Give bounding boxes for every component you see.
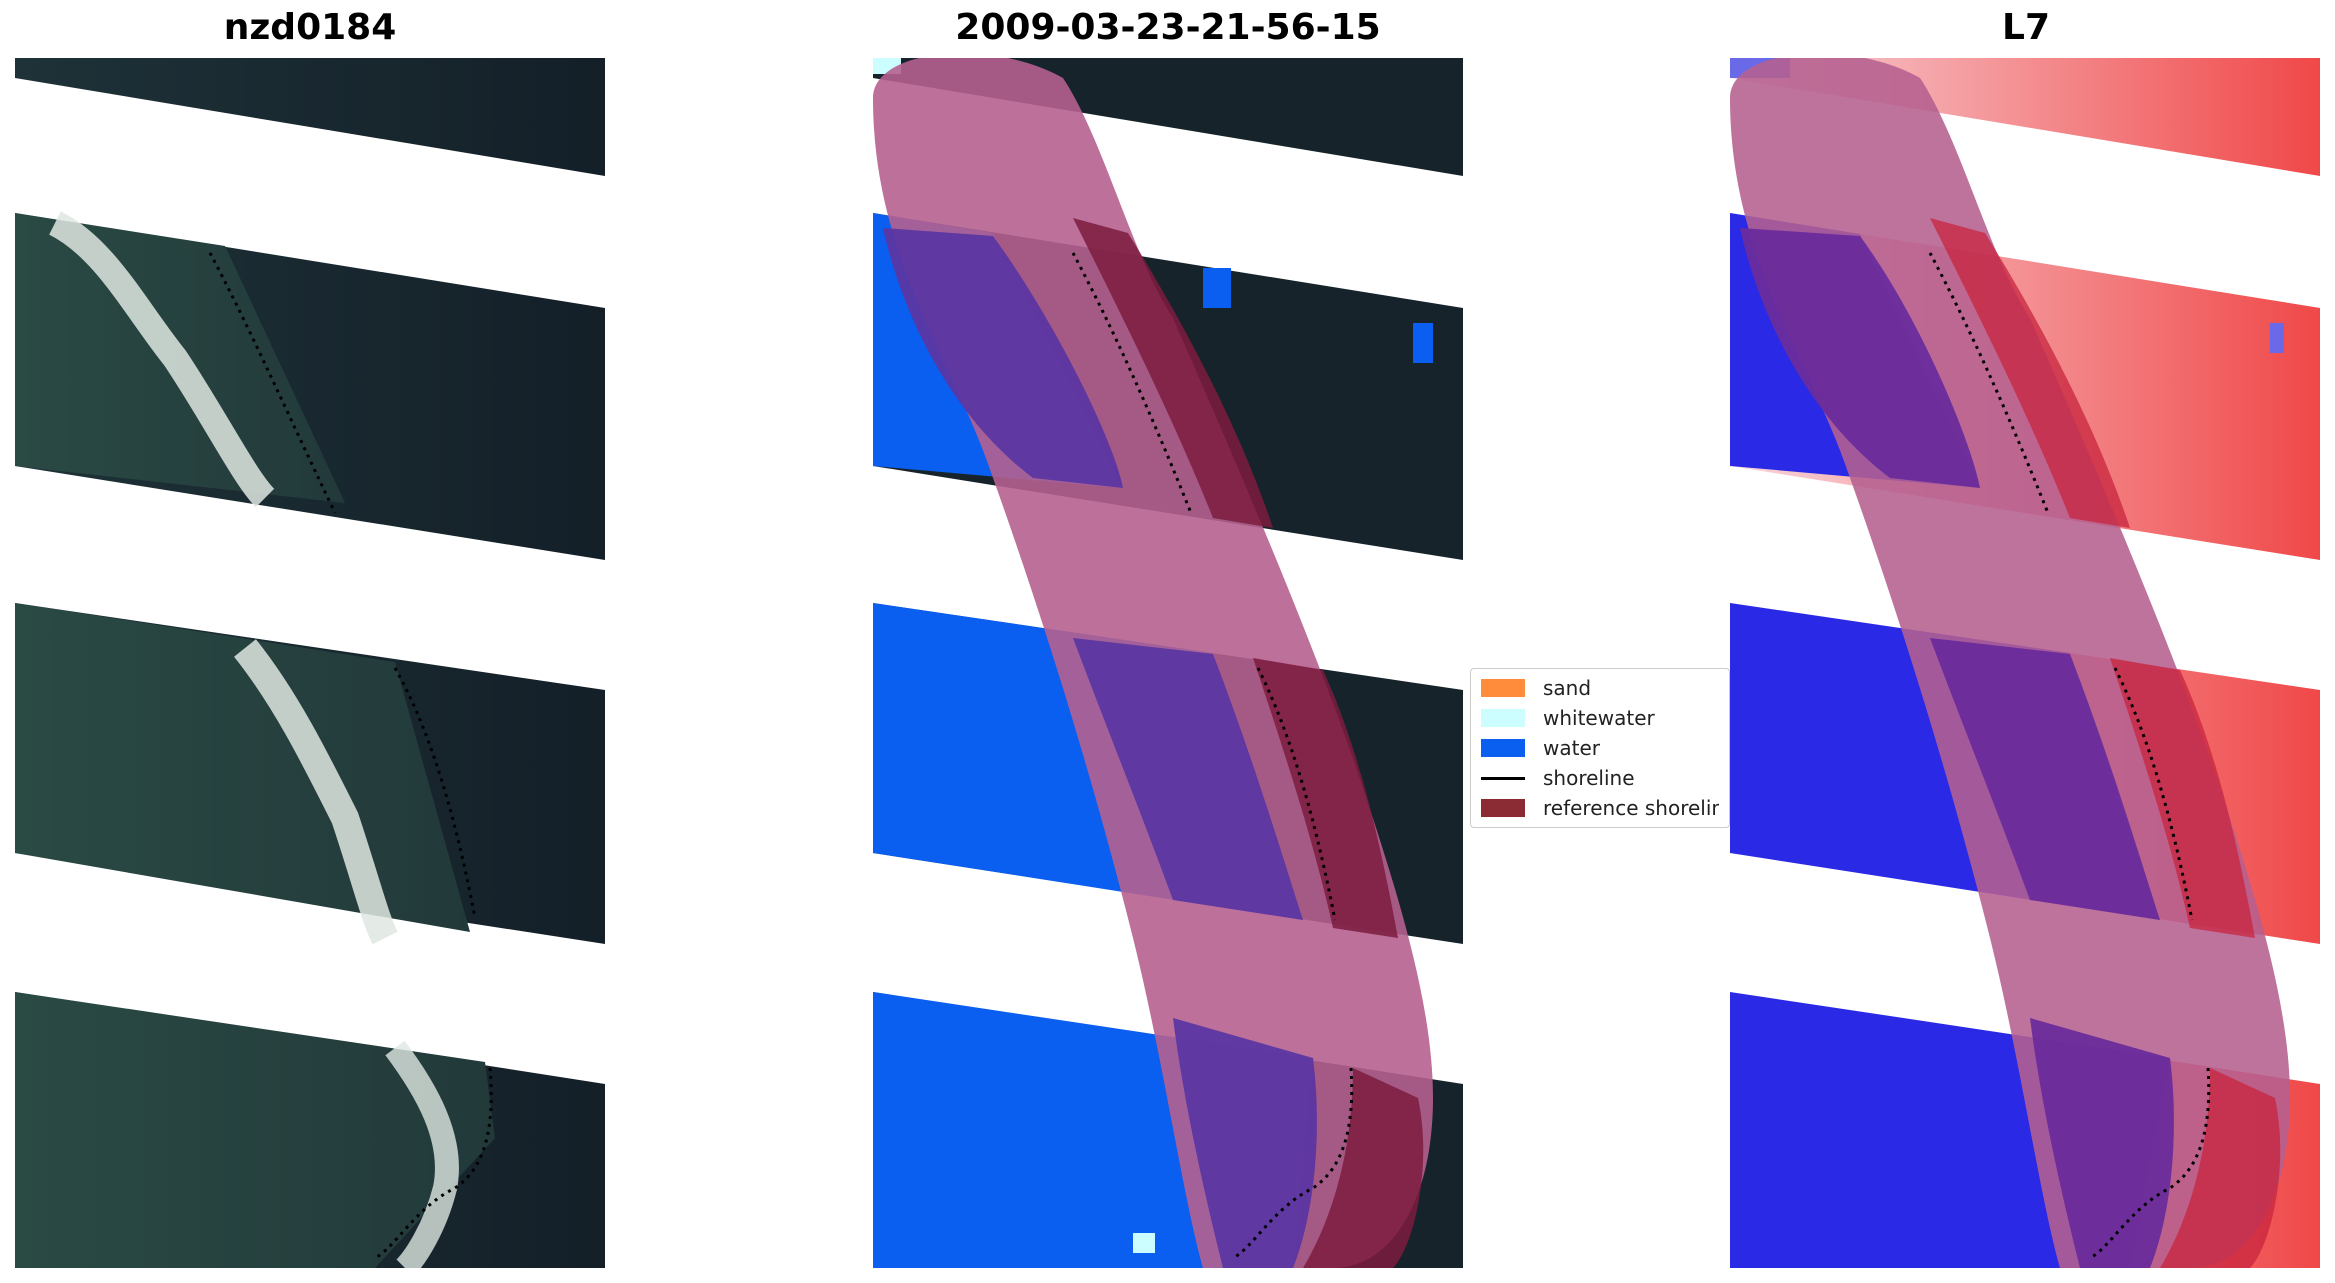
right-panel-title: L7 bbox=[2002, 7, 2050, 48]
middle-panel-title: 2009-03-23-21-56-15 bbox=[955, 7, 1381, 48]
surf-band bbox=[48, 211, 275, 508]
legend-item-reference-shoreline: reference shorelin bbox=[1481, 793, 1719, 823]
left-panel-title: nzd0184 bbox=[223, 7, 397, 48]
legend-item-shoreline: shoreline bbox=[1481, 763, 1719, 793]
index-panel bbox=[1730, 58, 2320, 1268]
ocean-area-3 bbox=[15, 992, 495, 1268]
legend: sand whitewater water shoreline referenc… bbox=[1470, 668, 1730, 828]
legend-swatch bbox=[1481, 679, 1525, 697]
classification-panel bbox=[873, 58, 1463, 1268]
image-swath-1 bbox=[15, 58, 605, 176]
shoreline-dots bbox=[208, 252, 337, 514]
legend-swatch bbox=[1481, 739, 1525, 757]
legend-item-water: water bbox=[1481, 733, 1719, 763]
legend-item-sand: sand bbox=[1481, 673, 1719, 703]
legend-swatch bbox=[1481, 799, 1525, 817]
legend-item-whitewater: whitewater bbox=[1481, 703, 1719, 733]
legend-swatch bbox=[1481, 709, 1525, 727]
rgb-image-panel bbox=[15, 58, 605, 1268]
reference-shoreline-band bbox=[1073, 218, 1273, 528]
legend-line bbox=[1481, 776, 1525, 780]
